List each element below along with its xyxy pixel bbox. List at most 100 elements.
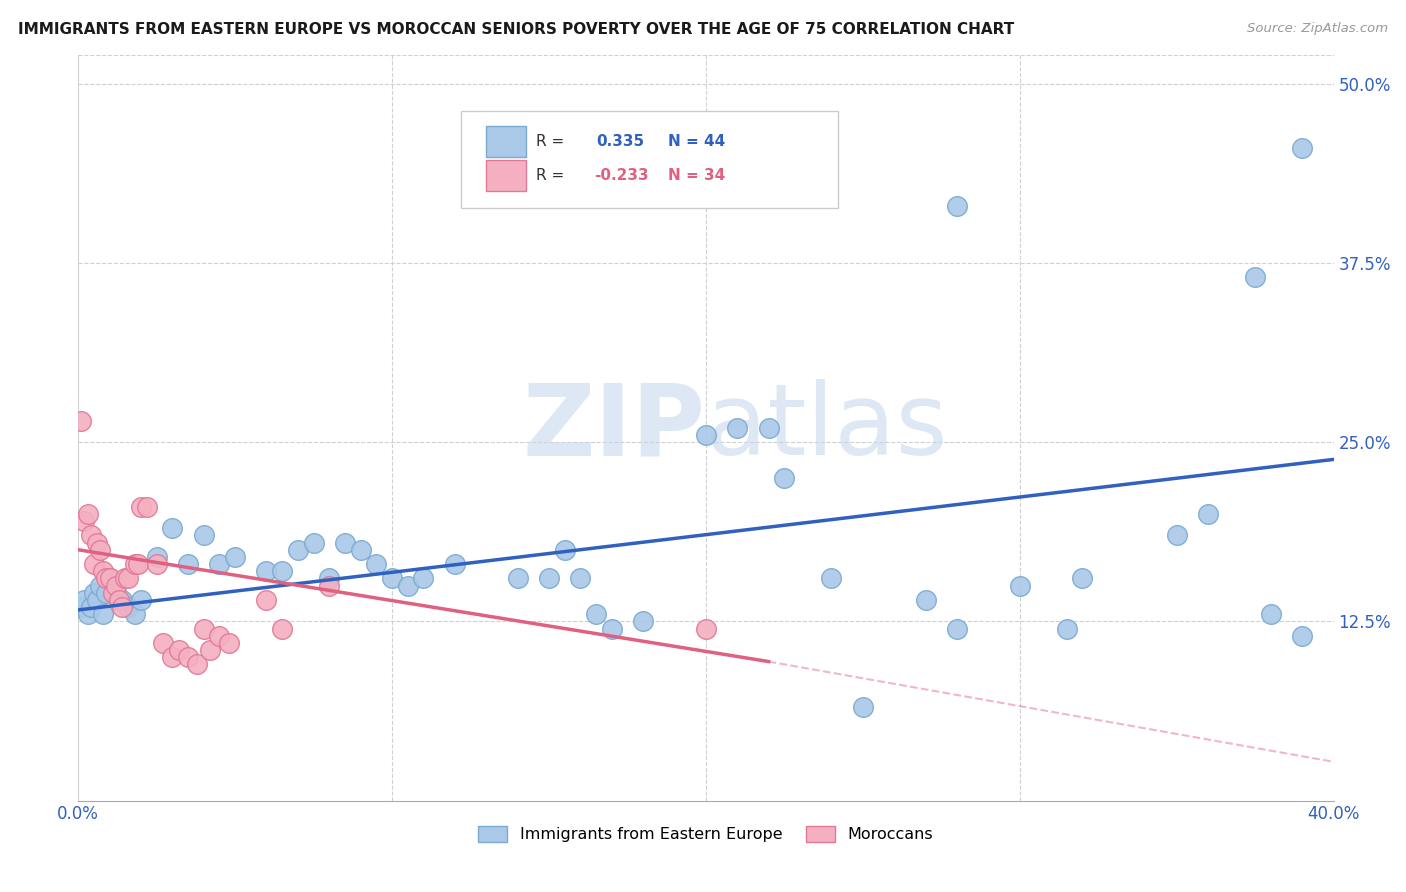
Point — [1291, 141, 1313, 155]
FancyBboxPatch shape — [486, 126, 526, 157]
Point — [218, 636, 240, 650]
Point — [96, 586, 118, 600]
Point — [224, 549, 246, 564]
Point — [76, 607, 98, 622]
Text: IMMIGRANTS FROM EASTERN EUROPE VS MOROCCAN SENIORS POVERTY OVER THE AGE OF 75 CO: IMMIGRANTS FROM EASTERN EUROPE VS MOROCC… — [18, 22, 1015, 37]
Point — [318, 578, 340, 592]
Point — [1071, 571, 1094, 585]
Text: Source: ZipAtlas.com: Source: ZipAtlas.com — [1247, 22, 1388, 36]
Point — [758, 421, 780, 435]
Point — [946, 199, 969, 213]
Point — [117, 600, 139, 615]
Point — [569, 571, 592, 585]
Point — [537, 571, 560, 585]
Point — [1166, 528, 1188, 542]
Point — [79, 528, 101, 542]
Point — [271, 622, 294, 636]
Point — [600, 622, 623, 636]
Point — [108, 593, 131, 607]
Point — [381, 571, 404, 585]
Point — [318, 571, 340, 585]
Point — [111, 600, 134, 615]
Point — [177, 557, 200, 571]
Point — [136, 500, 159, 514]
Point — [271, 564, 294, 578]
Point — [177, 650, 200, 665]
Point — [76, 507, 98, 521]
Point — [129, 593, 152, 607]
Point — [104, 586, 127, 600]
Point — [506, 571, 529, 585]
Point — [83, 557, 105, 571]
Point — [73, 593, 96, 607]
Point — [412, 571, 434, 585]
Point — [333, 535, 356, 549]
Point — [89, 578, 111, 592]
Point — [83, 586, 105, 600]
FancyBboxPatch shape — [486, 160, 526, 191]
Point — [1056, 622, 1078, 636]
Point — [111, 593, 134, 607]
Point — [98, 571, 121, 585]
Point — [852, 700, 875, 714]
Point — [145, 549, 167, 564]
Point — [86, 535, 108, 549]
Point — [773, 471, 796, 485]
Point — [349, 542, 371, 557]
Point — [1197, 507, 1219, 521]
Point — [820, 571, 842, 585]
Point — [1260, 607, 1282, 622]
Text: R =: R = — [536, 168, 565, 183]
Point — [167, 643, 190, 657]
Point — [287, 542, 309, 557]
Point — [1244, 270, 1267, 285]
Point — [366, 557, 388, 571]
Text: N = 34: N = 34 — [668, 168, 725, 183]
Point — [396, 578, 419, 592]
Point — [1008, 578, 1031, 592]
Point — [162, 650, 184, 665]
Point — [124, 557, 146, 571]
Point — [554, 542, 576, 557]
Point — [914, 593, 936, 607]
Point — [198, 643, 221, 657]
Point — [302, 535, 325, 549]
Point — [104, 578, 127, 592]
Point — [129, 500, 152, 514]
Point — [117, 571, 139, 585]
Point — [193, 622, 215, 636]
Point — [79, 600, 101, 615]
Point — [162, 521, 184, 535]
Point — [70, 414, 93, 428]
Point — [98, 571, 121, 585]
Point — [91, 607, 114, 622]
Point — [695, 428, 717, 442]
Point — [254, 593, 277, 607]
Point — [725, 421, 748, 435]
Point — [152, 636, 174, 650]
Point — [585, 607, 607, 622]
Point — [695, 622, 717, 636]
Point — [114, 571, 136, 585]
Point — [86, 593, 108, 607]
Point — [145, 557, 167, 571]
Text: R =: R = — [536, 134, 565, 149]
Text: N = 44: N = 44 — [668, 134, 725, 149]
Text: -0.233: -0.233 — [595, 168, 648, 183]
Text: atlas: atlas — [706, 379, 948, 476]
Point — [101, 586, 124, 600]
Text: 0.335: 0.335 — [596, 134, 645, 149]
Point — [946, 622, 969, 636]
Point — [208, 557, 231, 571]
Point — [96, 571, 118, 585]
Point — [73, 514, 96, 528]
Point — [208, 629, 231, 643]
FancyBboxPatch shape — [461, 111, 838, 208]
Point — [443, 557, 465, 571]
Point — [70, 600, 93, 615]
Point — [89, 542, 111, 557]
Point — [631, 615, 654, 629]
Point — [91, 564, 114, 578]
Point — [127, 557, 149, 571]
Point — [1291, 629, 1313, 643]
